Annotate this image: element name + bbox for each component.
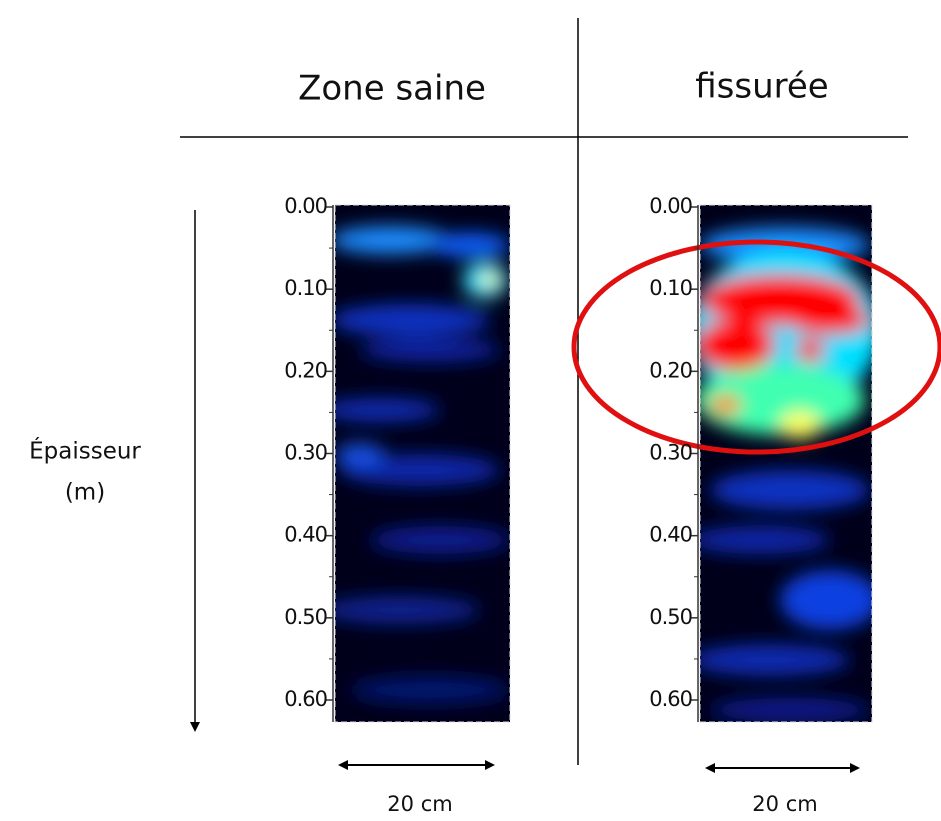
tick-label: 0.10: [284, 276, 327, 300]
width-label: 20 cm: [752, 792, 817, 816]
panel-title: fissurée: [695, 67, 828, 107]
tick-label: 0.50: [649, 605, 692, 629]
tick-label: 0.40: [649, 523, 692, 547]
tick-label: 0.60: [649, 687, 692, 711]
tick-label: 0.00: [284, 194, 327, 218]
tick-label: 0.20: [284, 358, 327, 382]
tick-label: 0.50: [284, 605, 327, 629]
tick-label: 0.60: [284, 687, 327, 711]
tick-label: 0.40: [284, 523, 327, 547]
tick-label: 0.30: [284, 441, 327, 465]
heatmap: [320, 205, 510, 722]
heatmap: [690, 205, 880, 722]
tick-label: 0.30: [649, 441, 692, 465]
axis-label: Épaisseur: [29, 437, 141, 465]
tick-label: 0.20: [649, 358, 692, 382]
width-label: 20 cm: [387, 792, 452, 816]
tick-label: 0.10: [649, 276, 692, 300]
axis-label: (m): [65, 480, 105, 506]
tick-label: 0.00: [649, 194, 692, 218]
panel-title: Zone saine: [298, 69, 486, 109]
figure: Zone saine fissurée Épaisseur (m): [0, 0, 941, 821]
